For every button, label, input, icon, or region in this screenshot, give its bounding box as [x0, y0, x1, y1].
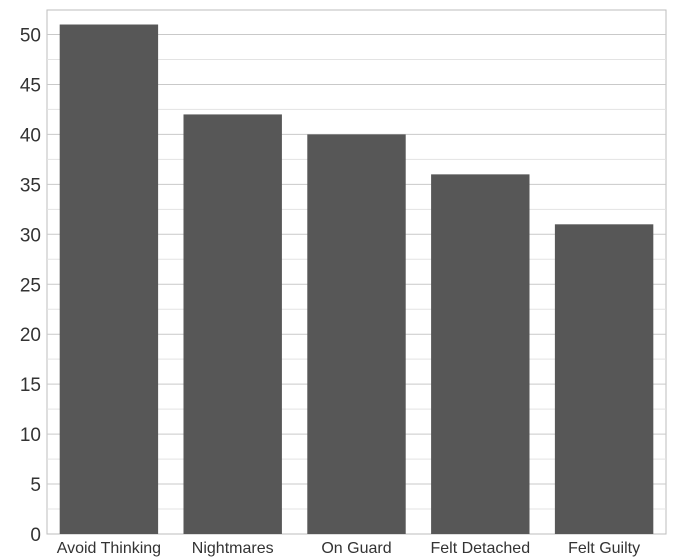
y-tick-label: 0: [30, 525, 41, 546]
bars: [59, 24, 654, 535]
y-tick-label: 5: [30, 475, 41, 496]
bar-felt-detached: [431, 174, 530, 535]
x-axis-ticks: Avoid Thinking Nightmares On Guard Felt Det…: [57, 540, 640, 557]
y-tick-label: 50: [20, 26, 41, 47]
x-tick-label: On Guard: [321, 540, 391, 557]
bar-on-guard: [307, 134, 406, 534]
y-tick-label: 35: [20, 175, 41, 196]
bar-felt-guilty: [554, 224, 654, 534]
y-tick-label: 25: [20, 275, 41, 296]
bar-avoid-thinking: [59, 24, 159, 534]
y-tick-label: 15: [20, 375, 41, 396]
y-tick-label: 45: [20, 75, 41, 96]
bar-nightmares: [183, 114, 282, 535]
x-tick-label: Avoid Thinking: [57, 540, 161, 557]
x-tick-label: Nightmares: [192, 540, 274, 557]
x-tick-label: Felt Detached: [430, 540, 530, 557]
y-tick-label: 10: [20, 425, 41, 446]
y-axis-ticks: 0 5 10 15 20 25 30 35 40 45 50: [20, 26, 41, 547]
y-tick-label: 30: [20, 225, 41, 246]
y-tick-label: 20: [20, 325, 41, 346]
y-tick-label: 40: [20, 125, 41, 146]
x-tick-label: Felt Guilty: [568, 540, 640, 557]
